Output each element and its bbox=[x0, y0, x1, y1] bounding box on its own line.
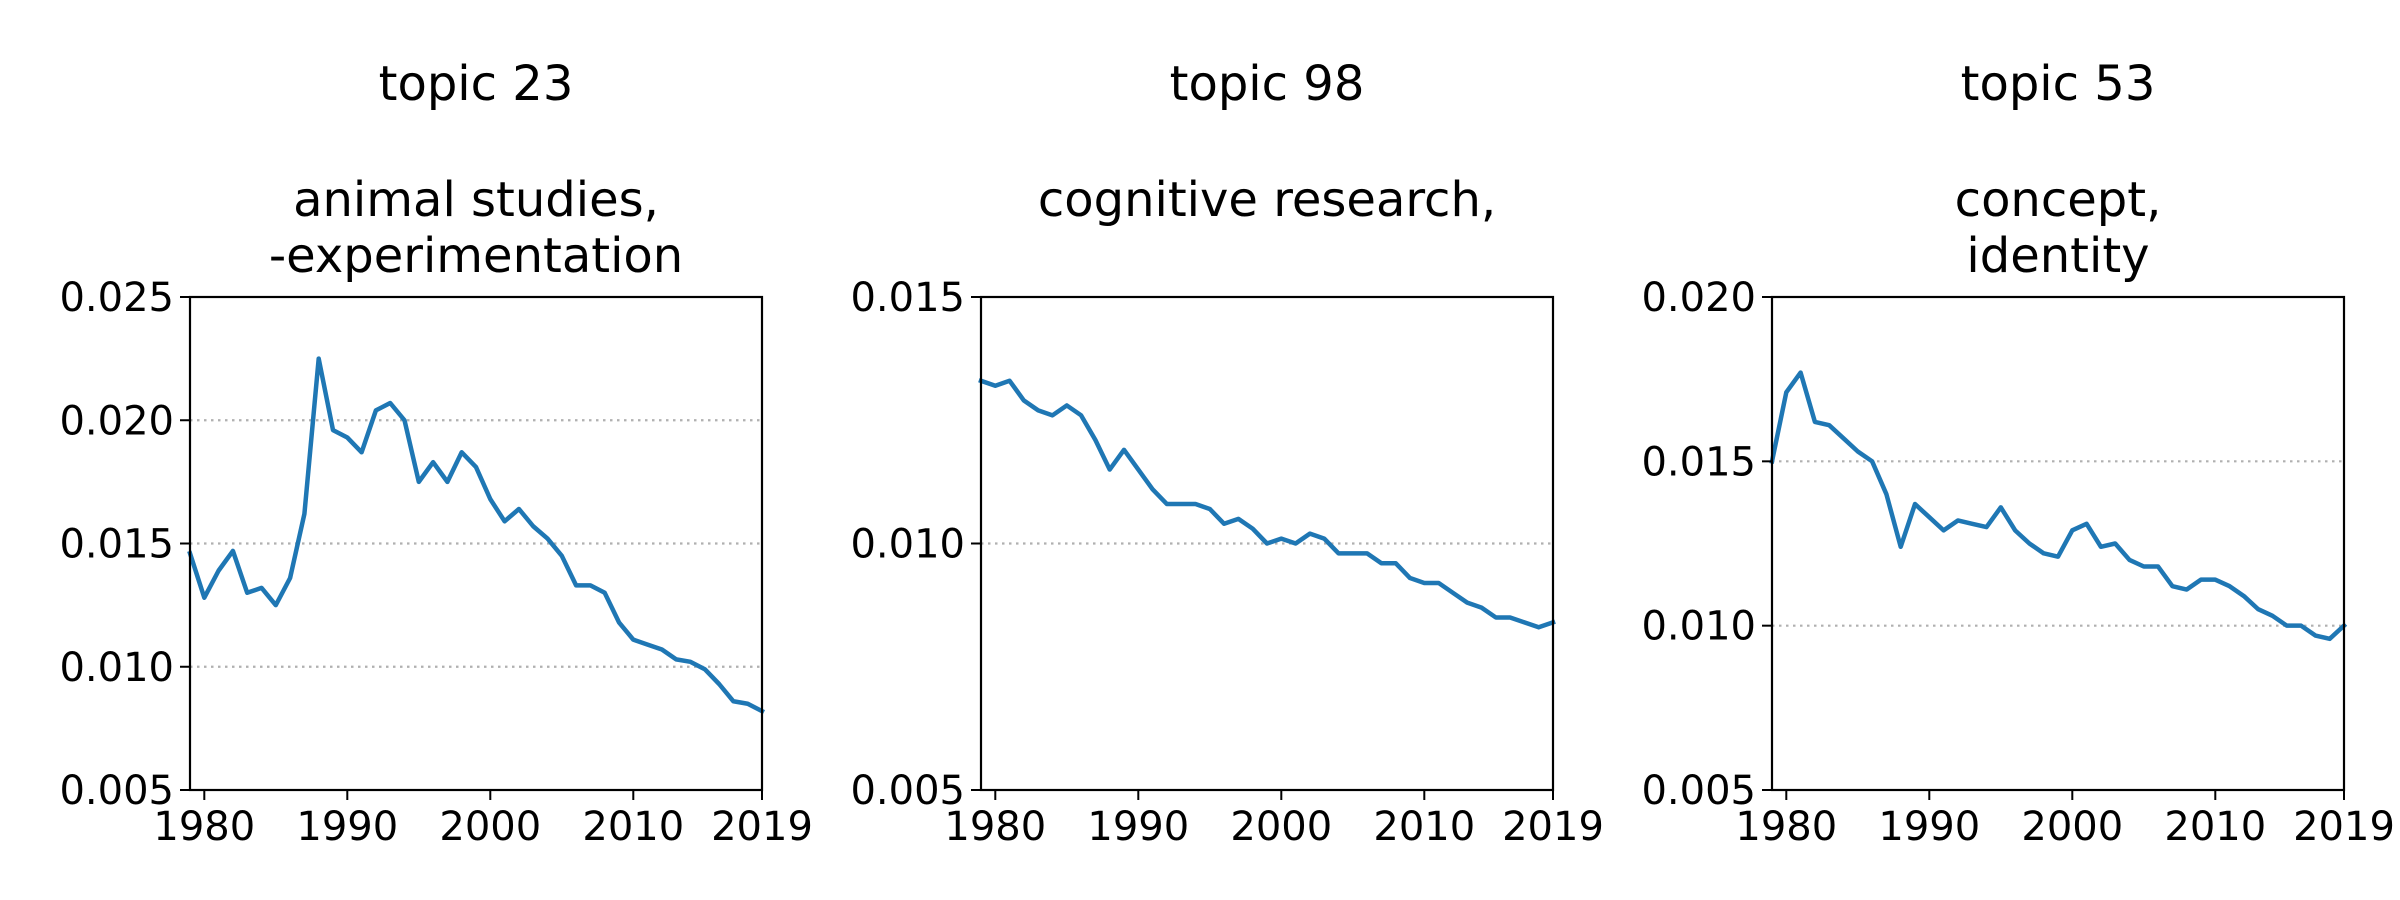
y-tick-label: 0.010 bbox=[59, 645, 174, 691]
x-tick-label: 2010 bbox=[582, 804, 684, 850]
y-tick-label: 0.020 bbox=[1641, 275, 1756, 321]
x-tick-label: 1990 bbox=[1087, 804, 1189, 850]
x-tick-label: 2019 bbox=[1502, 804, 1604, 850]
y-tick-label: 0.005 bbox=[1641, 768, 1756, 814]
x-tick-label: 1990 bbox=[1878, 804, 1980, 850]
plot-frame bbox=[1770, 295, 2346, 792]
chart-title: topic 53 bbox=[1961, 56, 2156, 112]
x-tick-label: 1980 bbox=[153, 804, 255, 850]
y-tick-label: 0.010 bbox=[1641, 604, 1756, 650]
y-tick-label: 0.020 bbox=[59, 398, 174, 444]
x-tick-label: 1980 bbox=[1735, 804, 1837, 850]
x-tick-label: 1990 bbox=[296, 804, 398, 850]
x-tick-label: 2010 bbox=[1373, 804, 1475, 850]
y-tick-label: 0.015 bbox=[59, 522, 174, 568]
chart-title: topic 23 bbox=[379, 56, 574, 112]
series-line bbox=[187, 356, 766, 715]
chart-subtitle: animal studies, -experimentation bbox=[269, 172, 683, 284]
x-tick-label: 2000 bbox=[2021, 804, 2123, 850]
y-tick-label: 0.005 bbox=[850, 768, 965, 814]
chart-panel-1: topic 23 animal studies, -experimentation 0… bbox=[59, 56, 812, 850]
chart-panel-2: topic 98 cognitive research, 0.005 0.010 0.0… bbox=[850, 56, 1603, 850]
y-tick-label: 0.010 bbox=[850, 522, 965, 568]
chart-subtitle: concept, identity bbox=[1955, 172, 2162, 284]
x-tick-label: 2000 bbox=[1230, 804, 1332, 850]
x-tick-label: 1980 bbox=[944, 804, 1046, 850]
y-tick-label: 0.015 bbox=[850, 275, 965, 321]
y-tick-label: 0.015 bbox=[1641, 439, 1756, 485]
series-line bbox=[978, 377, 1556, 630]
x-tick-label: 2010 bbox=[2164, 804, 2266, 850]
series-line bbox=[1769, 370, 2348, 642]
chart-panel-3: topic 53 concept, identity 0.005 0.010 0.015 0… bbox=[1641, 56, 2394, 850]
x-tick-label: 2000 bbox=[439, 804, 541, 850]
y-tick-label: 0.025 bbox=[59, 275, 174, 321]
y-tick-label: 0.005 bbox=[59, 768, 174, 814]
chart-title: topic 98 bbox=[1170, 56, 1365, 112]
x-tick-label: 2019 bbox=[2293, 804, 2395, 850]
chart-subtitle: cognitive research, bbox=[1038, 172, 1496, 228]
x-tick-label: 2019 bbox=[711, 804, 813, 850]
